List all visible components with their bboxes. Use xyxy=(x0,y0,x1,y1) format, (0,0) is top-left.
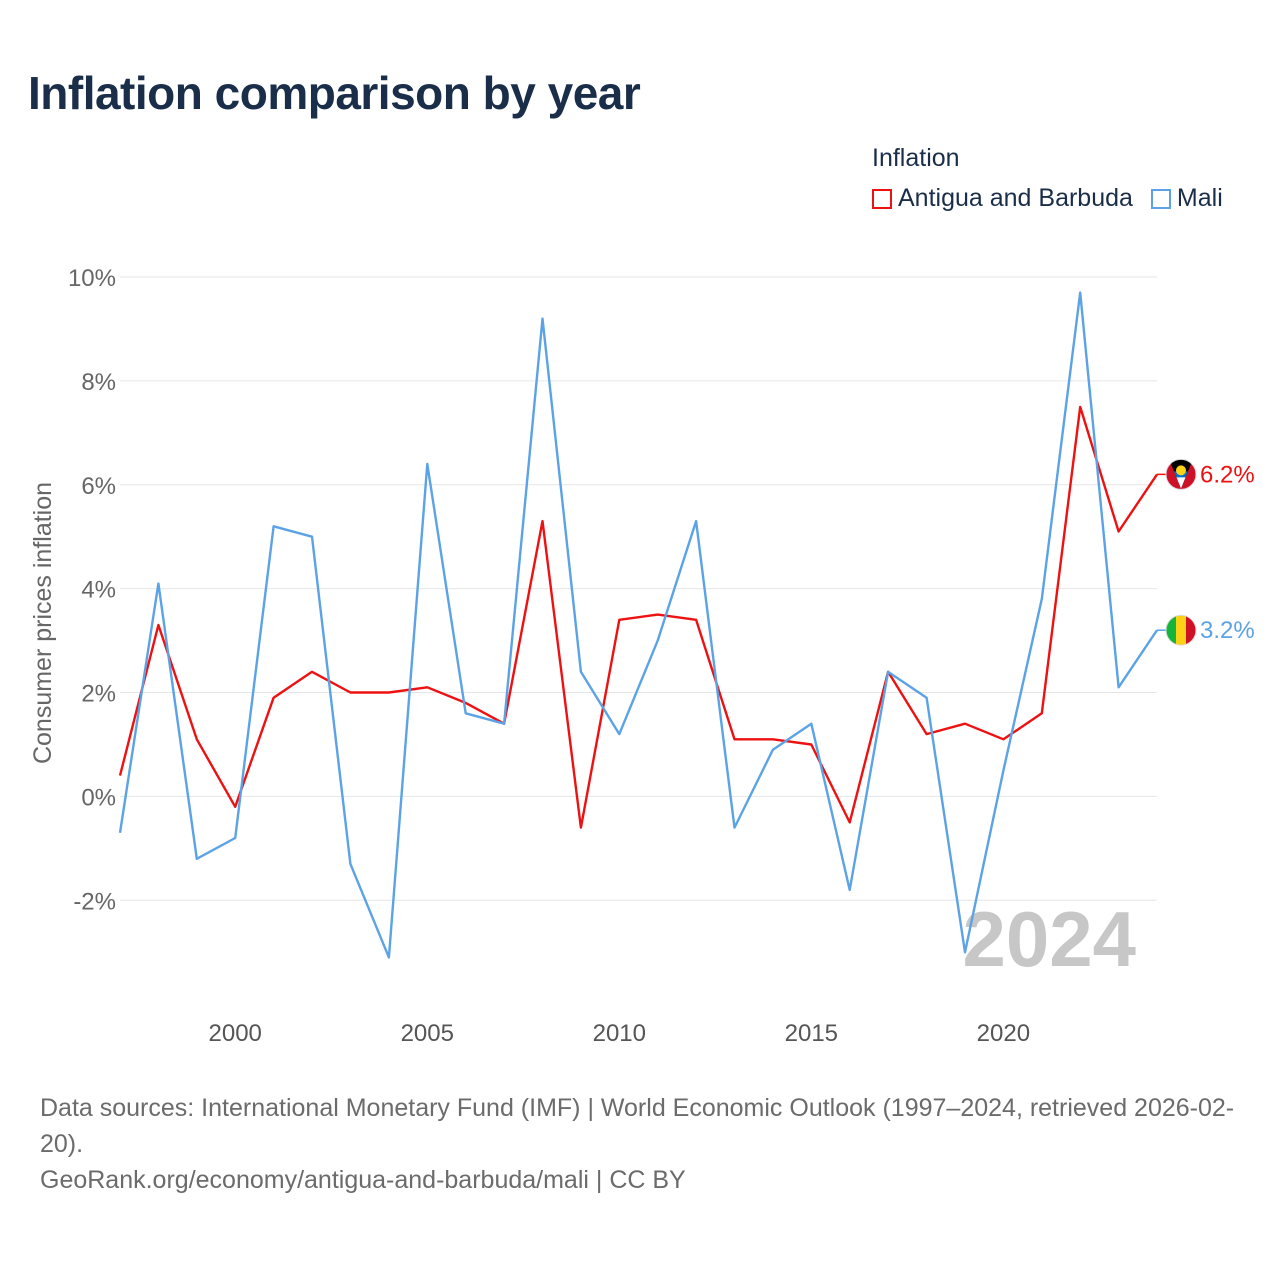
flag-green xyxy=(1166,615,1176,646)
end-value-label: 3.2% xyxy=(1200,617,1255,644)
flag-sun xyxy=(1176,465,1186,476)
line-chart: -2% 0% 2% 4% 6% 8% 10% 2000 2005 2010 2015 2020 Cons… xyxy=(29,265,1255,1047)
x-tick-label: 2015 xyxy=(785,1020,838,1047)
footer: Data sources: International Monetary Fun… xyxy=(40,1090,1250,1198)
flag-body xyxy=(1166,615,1196,646)
chart-title: Inflation comparison by year xyxy=(28,67,641,119)
y-tick-label: 2% xyxy=(81,681,116,708)
end-value-label: 6.2% xyxy=(1200,461,1255,488)
antigua-flag-icon xyxy=(1165,458,1197,490)
flag-body xyxy=(1166,459,1196,490)
mali-flag-icon xyxy=(1165,614,1197,646)
y-tick-label: 6% xyxy=(81,473,116,500)
legend-label-mali: Mali xyxy=(1176,184,1223,212)
y-tick-label: 0% xyxy=(81,784,116,811)
flag-yellow xyxy=(1176,615,1186,646)
x-tick-label: 2000 xyxy=(209,1020,262,1047)
year-watermark: 2024 xyxy=(962,895,1136,983)
y-tick-label: -2% xyxy=(73,888,116,915)
series-line-antigua xyxy=(118,405,1158,829)
flag-red xyxy=(1186,615,1196,646)
y-tick-label: 10% xyxy=(68,265,116,292)
x-tick-label: 2020 xyxy=(977,1020,1030,1047)
y-tick-label: 4% xyxy=(81,577,116,604)
series-line-mali xyxy=(118,291,1158,959)
legend-swatch-mali xyxy=(1150,188,1171,209)
source-link[interactable]: GeoRank.org/economy/antigua-and-barbuda/… xyxy=(40,1166,686,1194)
legend-title: Inflation xyxy=(872,144,960,172)
y-axis-label: Consumer prices inflation xyxy=(29,482,57,764)
legend-item-mali[interactable]: Mali xyxy=(1150,184,1223,213)
legend-label-antigua: Antigua and Barbuda xyxy=(898,184,1133,212)
x-tick-label: 2005 xyxy=(401,1020,454,1047)
flag-white xyxy=(1176,477,1186,489)
data-sources-note: Data sources: International Monetary Fun… xyxy=(40,1094,1235,1158)
flag-border xyxy=(1165,614,1197,646)
legend-item-antigua[interactable]: Antigua and Barbuda xyxy=(872,184,1133,213)
legend-swatch-antigua xyxy=(872,188,892,209)
y-tick-label: 8% xyxy=(81,369,116,396)
x-tick-label: 2010 xyxy=(593,1020,646,1047)
legend: Antigua and Barbuda Mali xyxy=(872,184,1223,213)
flag-border xyxy=(1165,458,1197,490)
